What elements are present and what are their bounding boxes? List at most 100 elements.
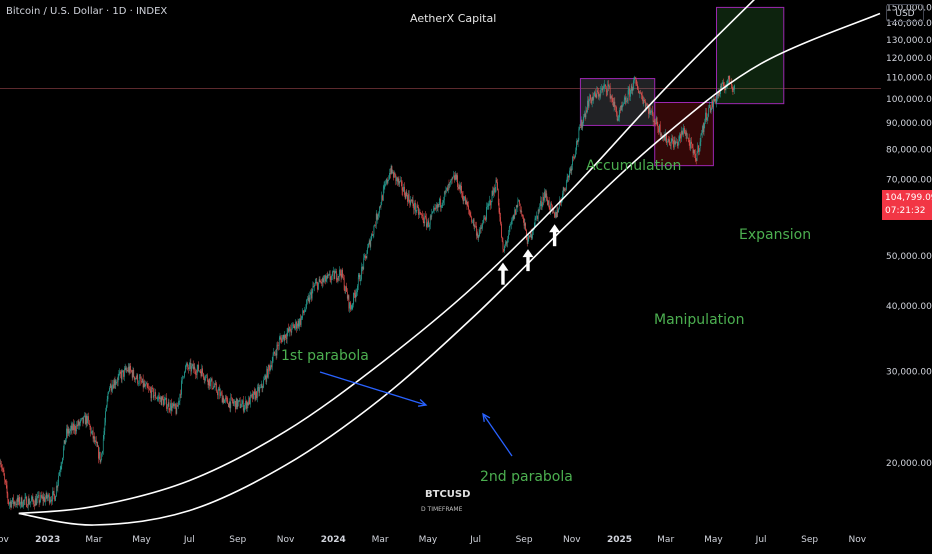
currency-selector[interactable]: USD — [886, 4, 924, 22]
candle-body — [550, 208, 551, 210]
candle-body — [711, 108, 712, 112]
candle-body — [169, 402, 170, 409]
candle-body — [445, 192, 446, 193]
candle-body — [219, 389, 220, 390]
candle-body — [128, 367, 129, 371]
candle-body — [100, 452, 101, 462]
candle-body — [419, 212, 420, 214]
candle-body — [420, 213, 421, 214]
candle-body — [601, 89, 602, 90]
candle-body — [675, 140, 676, 144]
candle-body — [373, 234, 374, 235]
candle-body — [282, 337, 283, 342]
first-parabola-curve[interactable] — [19, 0, 761, 513]
candle-body — [244, 405, 245, 408]
candle-body — [40, 501, 41, 503]
candle-body — [9, 503, 10, 504]
candle-body — [229, 402, 230, 408]
candle-body — [94, 436, 95, 438]
candle-body — [255, 392, 256, 400]
candle-body — [241, 407, 242, 408]
candle-body — [115, 380, 116, 385]
candle-body — [715, 99, 716, 103]
candle-body — [634, 77, 635, 80]
candle-body — [91, 431, 92, 433]
candle-body — [340, 270, 341, 274]
candle-body — [198, 365, 199, 369]
candle-body — [690, 142, 691, 148]
candle-body — [3, 469, 4, 470]
candle-body — [473, 220, 474, 222]
candle-body — [519, 200, 520, 203]
candle-body — [708, 108, 709, 114]
candle-body — [268, 365, 269, 377]
candle-body — [394, 173, 395, 178]
candle-body — [460, 185, 461, 190]
candle-body — [113, 384, 114, 388]
candle-body — [172, 406, 173, 411]
candle-body — [538, 210, 539, 219]
candle-body — [593, 96, 594, 100]
candle-body — [152, 388, 153, 389]
candle-body — [712, 100, 713, 107]
candle-body — [202, 368, 203, 373]
zone-manipulation[interactable] — [655, 103, 714, 166]
candle-body — [61, 463, 62, 467]
candle-body — [42, 496, 43, 497]
candle-body — [352, 305, 353, 308]
candle-body — [112, 389, 113, 390]
candle-body — [83, 417, 84, 423]
candle-body — [393, 172, 394, 178]
candle-body — [413, 200, 414, 206]
candle-body — [368, 244, 369, 248]
candle-body — [614, 102, 615, 107]
candle-body — [460, 186, 461, 191]
candle-body — [397, 177, 398, 181]
candle-body — [59, 472, 60, 476]
candle-body — [434, 208, 435, 209]
zone-expansion[interactable] — [717, 7, 784, 103]
candle-body — [291, 325, 292, 333]
candle-body — [694, 150, 695, 154]
candle-body — [452, 179, 453, 180]
candle-body — [97, 446, 98, 447]
candle-body — [186, 365, 187, 366]
candle-body — [309, 295, 310, 302]
candle-body — [262, 388, 263, 389]
candle-body — [557, 210, 558, 212]
candle-body — [323, 279, 324, 281]
candle-body — [157, 398, 158, 399]
candle-body — [349, 295, 350, 308]
candle-body — [281, 339, 282, 343]
candle-body — [331, 276, 332, 280]
candle-body — [447, 188, 448, 192]
candle-body — [374, 225, 375, 226]
candle-body — [549, 201, 550, 208]
candle-body — [722, 82, 723, 83]
candle-body — [410, 200, 411, 205]
price-axis[interactable] — [881, 0, 932, 528]
candle-body — [687, 138, 688, 139]
candle-body — [310, 292, 311, 294]
candle-body — [296, 322, 297, 329]
candle-body — [510, 225, 511, 227]
candle-body — [265, 376, 266, 379]
candle-body — [437, 205, 438, 208]
candle-body — [469, 210, 470, 213]
candle-body — [57, 486, 58, 487]
candle-body — [718, 93, 719, 95]
candle-body — [521, 211, 522, 215]
second-parabola-arrow-icon — [483, 414, 512, 456]
candle-body — [249, 398, 250, 405]
candle-body — [163, 399, 164, 406]
candle-body — [733, 89, 734, 90]
candle-body — [689, 138, 690, 142]
candle-body — [465, 196, 466, 204]
candle-body — [13, 498, 14, 504]
candle-body — [501, 224, 502, 237]
candle-body — [283, 335, 284, 337]
candle-body — [557, 210, 558, 217]
candle-body — [244, 408, 245, 410]
